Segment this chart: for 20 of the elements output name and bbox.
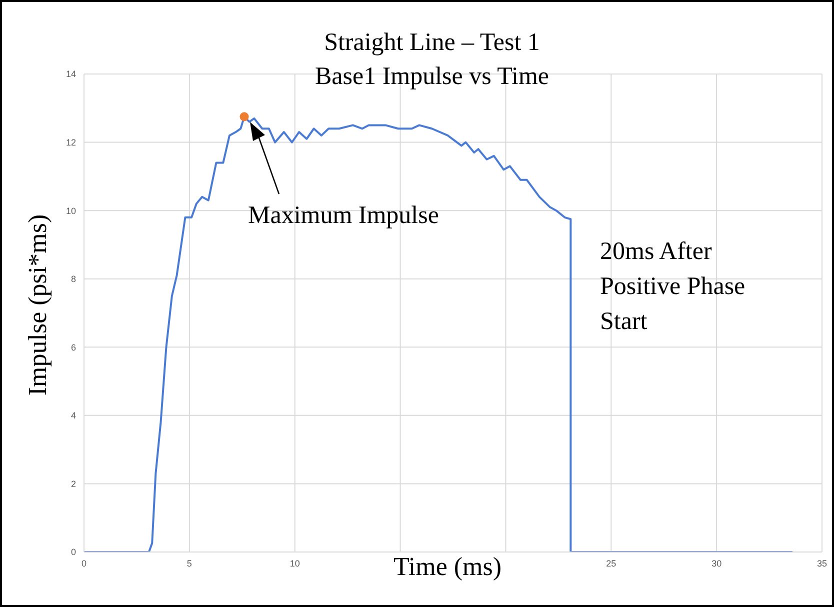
chart-subtitle: Base1 Impulse vs Time <box>314 62 550 92</box>
y-tick-label: 12 <box>66 137 76 148</box>
y-tick-label: 4 <box>70 410 76 421</box>
x-tick-label: 5 <box>186 558 192 568</box>
y-tick-label: 14 <box>66 69 76 80</box>
y-tick-label: 0 <box>70 547 76 558</box>
x-tick-label: 10 <box>290 558 300 568</box>
annotation: 20ms After Positive Phase Start <box>600 237 746 337</box>
annotation: Maximum Impulse <box>248 202 439 230</box>
x-tick-label: 35 <box>816 558 828 568</box>
x-axis-title: Time (ms) <box>392 552 503 582</box>
y-tick-label: 6 <box>70 342 76 352</box>
y-axis-title: Impulse (psi*ms) <box>23 213 53 398</box>
x-tick-label: 25 <box>606 558 616 568</box>
y-tick-label: 2 <box>70 478 76 489</box>
y-tick-label: 8 <box>70 274 76 284</box>
y-tick-label: 10 <box>66 206 76 216</box>
chart-title: Straight Line – Test 1 <box>323 28 541 58</box>
x-tick-label: 0 <box>81 558 87 568</box>
x-tick-label: 30 <box>712 558 722 568</box>
